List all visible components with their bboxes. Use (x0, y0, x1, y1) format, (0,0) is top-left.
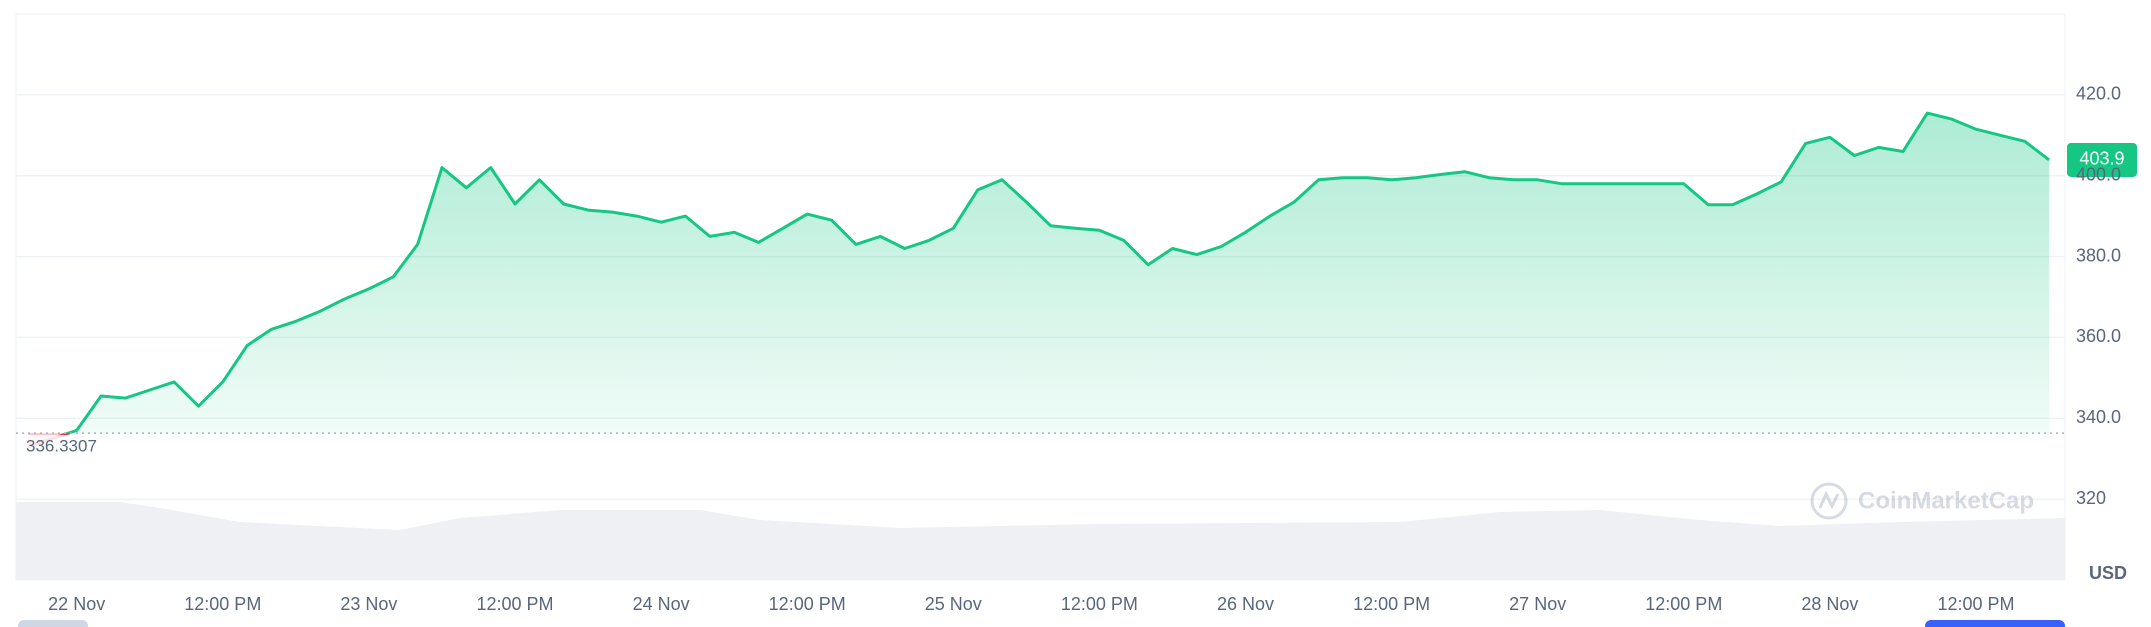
x-tick-label: 12:00 PM (1353, 594, 1430, 614)
baseline-label: 336.3307 (26, 437, 97, 456)
y-tick-label: 320 (2076, 488, 2106, 508)
volume-area (16, 502, 2065, 580)
x-tick-label: 12:00 PM (1061, 594, 1138, 614)
y-unit: USD (2089, 563, 2127, 583)
x-tick-label: 12:00 PM (1937, 594, 2014, 614)
x-tick-label: 23 Nov (340, 594, 397, 614)
y-tick-label: 420.0 (2076, 84, 2121, 104)
baseline-label-bg (22, 435, 114, 460)
series: 403.9 336.3307 (16, 111, 2137, 460)
y-tick-label: 360.0 (2076, 326, 2121, 346)
y-tick-label: 380.0 (2076, 245, 2121, 265)
x-tick-label: 25 Nov (925, 594, 982, 614)
watermark: CoinMarketCap (1810, 482, 2034, 520)
range-handle[interactable] (1925, 620, 2065, 627)
y-tick-label: 340.0 (2076, 407, 2121, 427)
x-tick-label: 12:00 PM (769, 594, 846, 614)
price-tag-label: 403.9 (2079, 149, 2124, 169)
area-up (28, 113, 2050, 434)
x-tick-label: 22 Nov (48, 594, 105, 614)
x-tick-label: 27 Nov (1509, 594, 1566, 614)
price-tag (2067, 142, 2137, 177)
x-tick-label: 12:00 PM (476, 594, 553, 614)
x-tick-label: 12:00 PM (1645, 594, 1722, 614)
x-tick-label: 24 Nov (633, 594, 690, 614)
x-axis: 22 Nov 12:00 PM 23 Nov 12:00 PM 24 Nov 12:00 … (48, 594, 2014, 614)
x-tick-label: 12:00 PM (184, 594, 261, 614)
x-tick-label: 26 Nov (1217, 594, 1274, 614)
x-tick-label: 28 Nov (1801, 594, 1858, 614)
scroll-handle[interactable] (18, 620, 88, 627)
y-tick-label: 400.0 (2076, 164, 2121, 184)
watermark-text: CoinMarketCap (1858, 487, 2034, 514)
price-line (63, 111, 2051, 434)
